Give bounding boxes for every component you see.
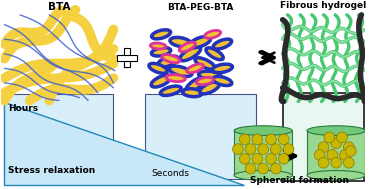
Ellipse shape [149,64,167,73]
Text: Fibrous hydrogel: Fibrous hydrogel [280,1,367,10]
Circle shape [318,142,329,153]
Polygon shape [4,102,244,185]
Ellipse shape [199,71,221,79]
Text: Hours: Hours [8,104,39,113]
Ellipse shape [166,75,185,82]
Circle shape [245,163,256,174]
Ellipse shape [187,64,203,73]
Bar [144,94,256,179]
Ellipse shape [152,30,171,39]
Circle shape [239,134,250,145]
Text: Spheroid formation: Spheroid formation [250,176,349,185]
Circle shape [270,144,281,154]
Circle shape [318,157,329,168]
Circle shape [270,163,281,174]
Circle shape [266,134,276,145]
Ellipse shape [160,86,181,95]
Ellipse shape [212,64,232,73]
Ellipse shape [206,48,223,60]
Ellipse shape [189,36,211,48]
Ellipse shape [169,66,192,77]
Ellipse shape [180,47,201,61]
Circle shape [331,157,342,168]
Circle shape [331,138,342,149]
Bar [124,48,130,67]
Text: BTA-PEG-BTA: BTA-PEG-BTA [167,3,234,12]
Ellipse shape [152,48,171,56]
Circle shape [337,132,347,143]
Ellipse shape [307,126,365,136]
Ellipse shape [179,42,195,52]
Bar [283,93,364,181]
Circle shape [314,150,325,160]
Circle shape [327,150,338,160]
Ellipse shape [307,170,365,180]
Circle shape [345,146,356,156]
Circle shape [245,144,256,154]
Ellipse shape [195,58,214,69]
Circle shape [344,157,354,168]
Text: BTA: BTA [48,2,70,12]
Bar [234,131,292,175]
Circle shape [252,134,263,145]
Text: Stress relaxation: Stress relaxation [8,166,96,175]
Ellipse shape [196,77,213,85]
Circle shape [232,144,243,154]
Ellipse shape [162,55,180,63]
Circle shape [252,153,263,164]
Ellipse shape [186,78,204,92]
Ellipse shape [234,170,292,180]
Text: Seconds: Seconds [152,169,189,178]
Circle shape [283,144,294,154]
Bar [4,94,113,179]
Ellipse shape [213,77,232,86]
Ellipse shape [234,126,292,136]
Bar [117,55,137,61]
Ellipse shape [151,75,171,87]
Circle shape [344,142,354,153]
Circle shape [258,163,268,174]
Circle shape [340,150,350,160]
Ellipse shape [158,56,178,67]
Bar [307,131,365,175]
Circle shape [324,132,335,143]
Circle shape [266,153,276,164]
Circle shape [258,144,268,154]
Ellipse shape [150,43,166,49]
Ellipse shape [205,30,220,38]
Circle shape [239,153,250,164]
Ellipse shape [200,82,220,94]
Ellipse shape [170,37,191,47]
Circle shape [278,134,289,145]
Ellipse shape [213,39,232,49]
Circle shape [278,153,289,164]
Ellipse shape [183,89,202,97]
